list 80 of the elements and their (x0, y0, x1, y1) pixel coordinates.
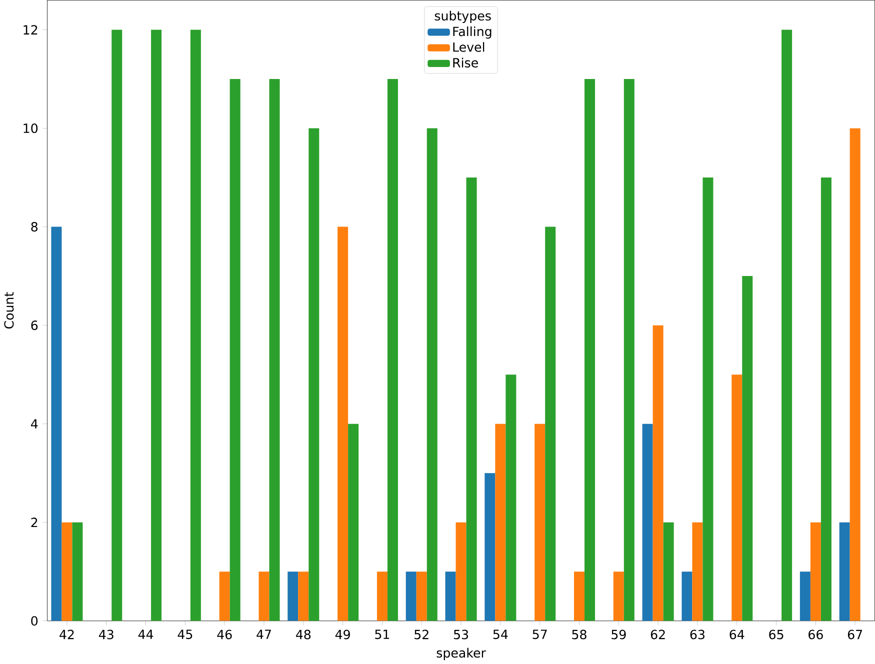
x-tick-label: 45 (178, 630, 192, 639)
bar (574, 571, 585, 621)
x-tick-label: 65 (769, 630, 784, 640)
x-tick-label: 49 (335, 630, 350, 640)
x-tick-label: 42 (60, 630, 74, 639)
bar (820, 177, 832, 621)
bar (466, 177, 477, 621)
bar (416, 571, 427, 621)
x-tick-label: 66 (808, 630, 823, 640)
bar (308, 128, 320, 621)
bar (692, 522, 703, 621)
bar (219, 571, 230, 621)
x-tick-label: 53 (454, 630, 468, 640)
bar (534, 424, 546, 621)
bar (190, 30, 201, 621)
bar (702, 177, 714, 621)
bar (456, 522, 466, 621)
x-tick-label: 47 (256, 630, 271, 639)
bar (613, 571, 624, 621)
x-tick-label: 52 (414, 630, 428, 640)
bar (810, 522, 821, 621)
x-tick-label: 44 (138, 630, 154, 639)
y-tick-label: 2 (31, 518, 38, 527)
bar (850, 128, 860, 621)
bar (545, 226, 556, 621)
bar (682, 571, 692, 621)
legend-title: subtypes (434, 10, 491, 23)
y-tick-label: 12 (24, 24, 38, 34)
x-tick-label: 57 (532, 630, 547, 639)
legend-label: Level (453, 42, 484, 52)
bar (584, 78, 596, 621)
bar (484, 472, 496, 621)
bar (800, 571, 810, 621)
x-tick-label: 67 (848, 630, 862, 640)
y-tick-label: 10 (24, 123, 38, 133)
bar (426, 128, 438, 621)
bar (495, 424, 506, 621)
bar (445, 571, 456, 621)
bar (62, 522, 72, 621)
bar (288, 571, 298, 621)
bar (258, 571, 270, 621)
bar (72, 522, 83, 621)
x-tick-label: 51 (375, 630, 390, 639)
y-tick-label: 8 (31, 222, 38, 232)
bar (112, 30, 122, 621)
x-tick-label: 63 (690, 630, 704, 640)
x-tick-label: 43 (98, 630, 114, 640)
bar (269, 78, 280, 621)
legend-label: Falling (453, 26, 492, 39)
y-tick-label: 6 (31, 320, 38, 330)
bar (230, 78, 240, 621)
x-tick-label: 59 (612, 630, 626, 640)
x-tick-label: 64 (730, 630, 744, 640)
y-tick-label: 4 (30, 419, 38, 428)
bar (387, 78, 398, 621)
bar (376, 571, 388, 621)
bar (506, 374, 516, 621)
bar (348, 424, 359, 621)
bar (51, 226, 62, 621)
bar (298, 571, 309, 621)
bar (732, 374, 742, 621)
x-tick-label: 54 (493, 630, 508, 639)
legend-label: Rise (453, 58, 478, 68)
bar (839, 522, 850, 621)
y-axis-title: Count (4, 292, 14, 328)
bar (338, 226, 348, 621)
bar (663, 522, 674, 621)
bar (652, 325, 664, 621)
x-axis-title: speaker (436, 648, 486, 660)
bar (782, 30, 792, 621)
x-tick-label: 62 (650, 630, 665, 640)
x-tick-label: 48 (296, 630, 311, 640)
bar (151, 30, 162, 621)
x-tick-label: 46 (217, 630, 232, 640)
x-tick-label: 58 (572, 630, 586, 640)
y-tick-label: 0 (31, 616, 38, 626)
bar (642, 424, 653, 621)
bar (406, 571, 416, 621)
bar (624, 78, 634, 621)
bar (742, 276, 753, 621)
